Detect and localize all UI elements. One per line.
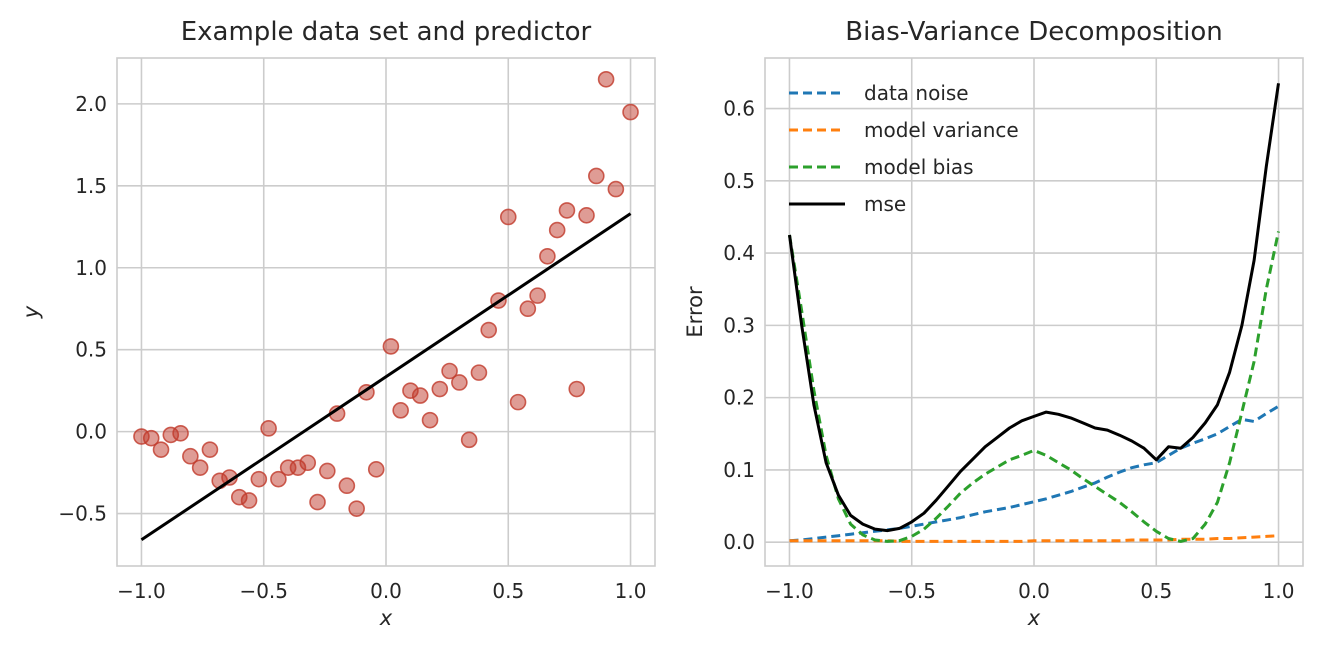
scatter-point: [299, 454, 317, 472]
right-y-tick-label: 0.2: [723, 386, 755, 410]
scatter-point: [250, 470, 268, 488]
scatter-point: [539, 247, 556, 265]
scatter-point: [441, 362, 458, 380]
legend-label: model variance: [864, 118, 1019, 142]
scatter-point: [451, 374, 468, 391]
left-gridlines: [117, 58, 655, 566]
scatter-point: [240, 492, 258, 509]
scatter-point: [182, 447, 199, 465]
left-y-tick-label: 0.0: [75, 420, 107, 444]
scatter-point: [529, 287, 546, 304]
left-x-tick-label: 0.0: [370, 579, 402, 603]
scatter-point: [392, 402, 409, 419]
scatter-point: [622, 103, 639, 121]
scatter-point: [382, 338, 400, 355]
left-y-tick-label: 1.0: [75, 256, 107, 280]
right-data-marks: [788, 83, 1280, 543]
left-plot-frame: [116, 57, 656, 567]
scatter-point: [201, 441, 219, 458]
right-chart-title: Bias-Variance Decomposition: [845, 17, 1223, 47]
scatter-point: [480, 321, 498, 339]
right-y-tick-label: 0.5: [723, 169, 755, 193]
scatter-point: [509, 393, 527, 411]
right-x-tick-label: −0.5: [887, 579, 936, 603]
scatter-point: [548, 221, 566, 239]
right-tick-labels: −1.0 −0.5 0.0 0.5 1.0 0.0 0.1 0.2 0.3 0.4 0.5 0.6: [723, 97, 1294, 603]
left-x-tick-label: −1.0: [117, 579, 166, 603]
series-line-model-bias: [788, 231, 1280, 543]
scatter-point: [519, 300, 537, 318]
left-x-tick-label: 0.5: [492, 579, 524, 603]
legend: data noise model variance model bias mse: [789, 81, 1019, 216]
scatter-point: [578, 207, 595, 224]
scatter-point: [152, 441, 170, 458]
left-y-axis-label: y: [19, 305, 43, 319]
scatter-point: [191, 459, 209, 476]
left-x-tick-label: −0.5: [239, 579, 288, 603]
right-plot-frame: [764, 57, 1304, 567]
scatter-point: [348, 500, 365, 517]
left-x-tick-label: 1.0: [615, 579, 647, 603]
right-y-tick-label: 0.6: [723, 97, 755, 121]
right-x-tick-label: −1.0: [765, 579, 814, 603]
left-data-marks: [133, 71, 639, 542]
right-x-axis-label: x: [1027, 606, 1041, 630]
right-y-tick-label: 0.4: [723, 241, 755, 265]
series-line-model-variance: [789, 534, 1279, 543]
scatter-point: [588, 167, 605, 185]
right-y-axis-label: Error: [683, 286, 707, 338]
right-y-tick-label: 0.0: [723, 530, 755, 554]
decomposition-panel: Bias-Variance Decomposition −1.0 −0.5 0.0 0…: [683, 17, 1304, 630]
left-y-tick-label: −0.5: [58, 502, 107, 526]
legend-label: model bias: [864, 155, 974, 179]
scatter-point: [260, 420, 277, 437]
left-chart-title: Example data set and predictor: [181, 17, 592, 47]
left-x-axis-label: x: [379, 606, 393, 630]
scatter-point: [558, 202, 576, 219]
scatter-point: [431, 380, 449, 398]
scatter-point: [338, 477, 356, 495]
scatter-point: [309, 493, 326, 511]
scatter-panel: Example data set and predictor −1.0 −0.5 0…: [19, 17, 656, 630]
scatter-point: [367, 461, 385, 478]
scatter-point: [270, 470, 287, 488]
right-x-tick-label: 0.0: [1018, 579, 1050, 603]
scatter-point: [499, 208, 517, 226]
left-tick-labels: −1.0 −0.5 0.0 0.5 1.0 −0.5 0.0 0.5 1.0 1.5 2.0: [58, 92, 646, 603]
scatter-point: [411, 387, 429, 404]
series-line-data-noise: [789, 405, 1280, 543]
scatter-point: [142, 429, 160, 447]
scatter-point: [568, 380, 586, 398]
predictor-line: [140, 212, 632, 542]
left-y-tick-label: 1.5: [75, 174, 107, 198]
right-gridlines: [765, 58, 1303, 566]
left-y-tick-label: 0.5: [75, 338, 107, 362]
series-line-mse: [788, 83, 1280, 533]
scatter-point: [172, 424, 189, 442]
scatter-point: [460, 431, 478, 449]
right-x-tick-label: 0.5: [1140, 579, 1172, 603]
legend-label: mse: [864, 192, 906, 216]
scatter-point: [597, 71, 615, 88]
scatter-point: [319, 462, 336, 480]
scatter-point: [607, 180, 625, 198]
right-y-tick-label: 0.1: [723, 458, 755, 482]
scatter-point: [421, 411, 439, 429]
scatter-point: [470, 364, 488, 381]
right-y-tick-label: 0.3: [723, 313, 755, 337]
legend-label: data noise: [864, 81, 969, 105]
left-y-tick-label: 2.0: [75, 92, 107, 116]
right-x-tick-label: 1.0: [1263, 579, 1295, 603]
